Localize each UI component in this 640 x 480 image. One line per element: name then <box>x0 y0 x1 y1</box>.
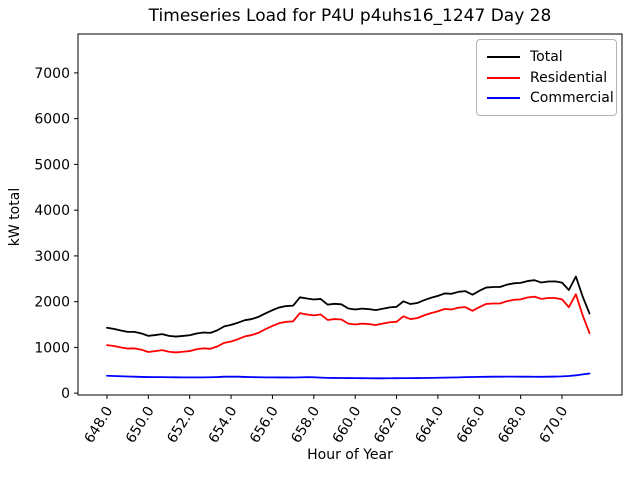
x-tick-label: 664.0 <box>412 404 447 446</box>
y-tick-label: 7000 <box>34 66 70 82</box>
x-tick-label: 666.0 <box>454 404 489 446</box>
y-tick-label: 3000 <box>34 249 70 265</box>
x-tick-label: 652.0 <box>164 404 199 446</box>
series-residential <box>106 293 591 354</box>
series-total <box>106 275 591 338</box>
residential-line-icon <box>487 76 520 79</box>
y-tick-label: 6000 <box>34 112 70 128</box>
commercial-line-icon <box>487 97 520 99</box>
x-tick-label: 648.0 <box>82 404 117 446</box>
x-tick-label: 658.0 <box>288 404 323 446</box>
legend-label-residential: Residential <box>530 69 608 86</box>
x-tick-label: 670.0 <box>537 404 572 446</box>
legend: Total Residential Commercial <box>476 39 617 116</box>
x-tick-label: 668.0 <box>495 404 530 446</box>
axes-frame <box>77 33 623 396</box>
y-tick-label: 0 <box>61 386 70 402</box>
chart-title: Timeseries Load for P4U p4uhs16_1247 Day… <box>148 6 552 26</box>
x-tick-label: 656.0 <box>247 404 282 446</box>
y-axis-label: kW total <box>7 188 23 246</box>
legend-label-commercial: Commercial <box>530 90 614 106</box>
legend-label-total: Total <box>530 49 563 65</box>
y-tick-label: 1000 <box>34 340 70 356</box>
y-tick-label: 2000 <box>34 295 70 311</box>
x-tick-label: 650.0 <box>123 404 158 446</box>
legend-item-residential: Residential <box>487 69 608 86</box>
legend-item-total: Total <box>487 49 606 65</box>
y-tick-label: 5000 <box>34 157 70 173</box>
series-commercial <box>106 372 591 380</box>
x-tick-label: 654.0 <box>206 404 241 446</box>
x-tick-label: 662.0 <box>371 404 406 446</box>
x-tick-label: 660.0 <box>330 404 365 446</box>
legend-item-commercial: Commercial <box>487 90 614 106</box>
x-axis-label: Hour of Year <box>307 447 393 463</box>
total-line-icon <box>487 56 520 58</box>
y-tick-label: 4000 <box>34 203 70 219</box>
